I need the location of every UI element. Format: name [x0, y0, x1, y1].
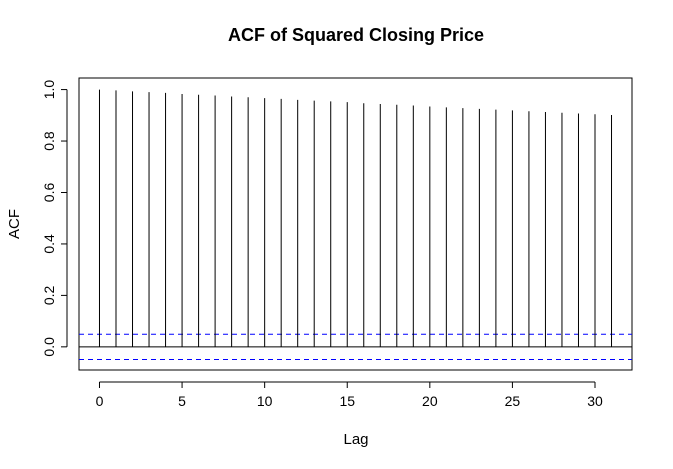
- y-tick-label: 0.0: [41, 337, 57, 357]
- x-tick-label: 10: [257, 393, 273, 409]
- y-tick-label: 0.4: [41, 234, 57, 254]
- x-tick-label: 5: [178, 393, 186, 409]
- x-tick-label: 15: [339, 393, 355, 409]
- y-tick-label: 0.6: [41, 183, 57, 203]
- x-tick-label: 0: [96, 393, 104, 409]
- x-tick-label: 30: [587, 393, 603, 409]
- x-tick-label: 20: [422, 393, 438, 409]
- plot-frame: [78, 77, 633, 371]
- chart-title: ACF of Squared Closing Price: [228, 25, 484, 45]
- y-tick-label: 0.8: [41, 131, 57, 151]
- y-axis-label: ACF: [6, 209, 23, 239]
- x-axis-label: Lag: [343, 431, 368, 448]
- x-tick-label: 25: [505, 393, 521, 409]
- y-tick-label: 1.0: [41, 80, 57, 100]
- y-tick-label: 0.2: [41, 285, 57, 305]
